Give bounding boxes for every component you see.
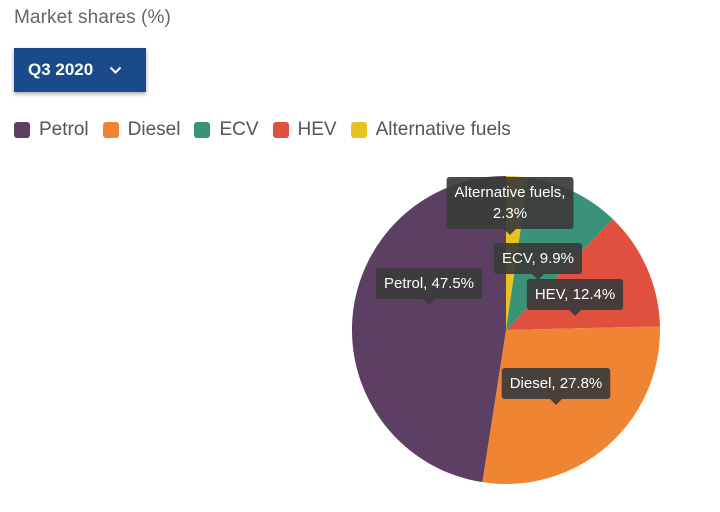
chart-title: Market shares (%) (14, 7, 171, 28)
pie-slice-diesel[interactable] (482, 326, 661, 485)
data-label-box (501, 368, 611, 399)
data-label-text: 2.3% (493, 205, 527, 222)
legend-label-petrol: Petrol (39, 119, 89, 140)
period-select-button[interactable]: Q3 2020 (14, 48, 146, 92)
data-label-box (526, 279, 624, 310)
legend-swatch-diesel (102, 122, 119, 138)
data-label-text: Alternative fuels, (455, 184, 566, 201)
data-label-hev: HEV, 12.4% (526, 279, 624, 316)
data-label-text: ECV, 9.9% (502, 250, 574, 267)
legend-swatch-petrol (14, 122, 30, 138)
data-label-ecv: ECV, 9.9% (494, 243, 582, 280)
chart-legend: Petrol Diesel ECV HEV Alternative fuels (14, 119, 525, 141)
legend-swatch-alternative-fuels (350, 122, 367, 138)
legend-swatch-ecv (194, 122, 211, 138)
data-label-pointer (423, 299, 435, 305)
legend-label-alternative-fuels: Alternative fuels (375, 119, 511, 140)
data-label-pointer (550, 399, 562, 405)
legend-label-diesel: Diesel (127, 119, 181, 140)
data-label-text: HEV, 12.4% (535, 286, 615, 303)
legend-label-hev: HEV (297, 119, 337, 140)
legend-item-hev[interactable]: HEV (272, 119, 337, 141)
data-label-box (376, 268, 483, 299)
data-label-alternative-fuels: Alternative fuels, 2.3% (446, 177, 574, 235)
data-label-pointer (532, 274, 544, 280)
data-label-text: Petrol, 47.5% (384, 275, 474, 292)
data-label-box (494, 243, 582, 274)
legend-item-ecv[interactable]: ECV (194, 119, 259, 141)
data-label-petrol: Petrol, 47.5% (376, 268, 483, 305)
chevron-down-icon (110, 66, 122, 74)
legend-item-alternative-fuels[interactable]: Alternative fuels (350, 119, 511, 141)
legend-item-petrol[interactable]: Petrol (14, 119, 89, 141)
legend-item-diesel[interactable]: Diesel (102, 119, 181, 141)
data-label-text: Diesel, 27.8% (510, 375, 603, 392)
data-label-box (446, 177, 574, 229)
legend-label-ecv: ECV (219, 119, 259, 140)
data-label-pointer (569, 310, 581, 316)
legend-swatch-hev (272, 122, 289, 138)
pie-slice-petrol[interactable] (351, 176, 506, 483)
period-select-value: Q3 2020 (28, 60, 94, 79)
data-label-pointer (504, 229, 516, 235)
data-label-diesel: Diesel, 27.8% (501, 368, 611, 405)
